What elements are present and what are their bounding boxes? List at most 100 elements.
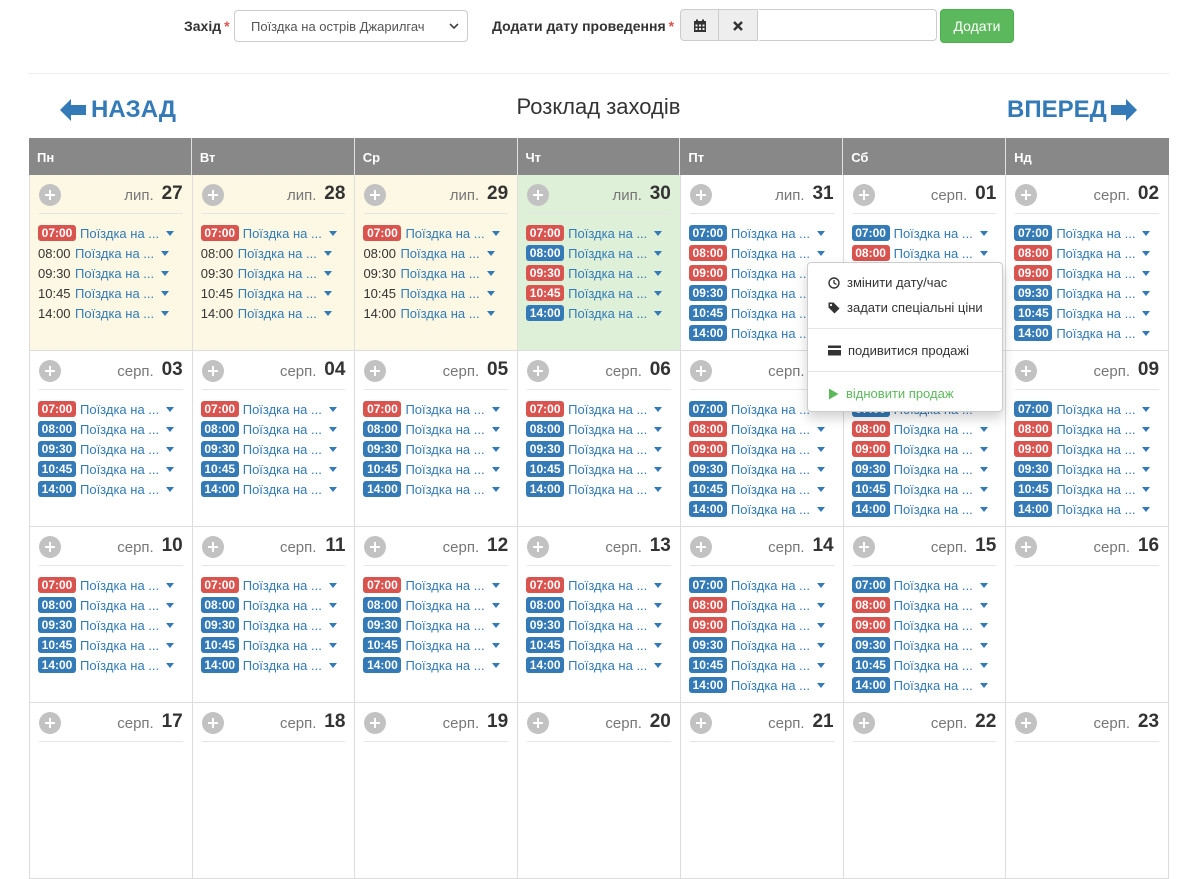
add-time-button[interactable]: [39, 536, 61, 558]
caret-down-icon[interactable]: [817, 446, 825, 452]
event-link[interactable]: Поїздка на ...: [405, 441, 485, 457]
add-time-button[interactable]: [201, 360, 224, 382]
event-link[interactable]: Поїздка на ...: [237, 285, 317, 301]
event-item[interactable]: 08:00 Поїздка на ...: [851, 243, 1006, 263]
caret-down-icon[interactable]: [979, 466, 988, 472]
event-item[interactable]: 09:30 Поїздка на ...: [363, 439, 517, 459]
add-time-button[interactable]: [1015, 360, 1038, 382]
caret-down-icon[interactable]: [491, 230, 500, 236]
add-time-button[interactable]: [364, 184, 387, 206]
caret-down-icon[interactable]: [166, 662, 175, 668]
event-item[interactable]: 14:00 Поїздка на ...: [851, 675, 1006, 695]
caret-down-icon[interactable]: [817, 582, 825, 588]
event-item[interactable]: 14:00 Поїздка на ...: [38, 303, 192, 323]
caret-down-icon[interactable]: [654, 290, 663, 296]
add-time-button[interactable]: [364, 360, 387, 382]
caret-down-icon[interactable]: [1142, 330, 1151, 336]
event-link[interactable]: Поїздка на ...: [405, 637, 485, 653]
caret-down-icon[interactable]: [166, 602, 175, 608]
event-link[interactable]: Поїздка на ...: [242, 461, 322, 477]
date-input[interactable]: [759, 9, 937, 41]
event-link[interactable]: Поїздка на ...: [405, 401, 485, 417]
caret-down-icon[interactable]: [654, 602, 663, 608]
caret-down-icon[interactable]: [328, 446, 337, 452]
event-item[interactable]: 08:00 Поїздка на ...: [526, 243, 680, 263]
event-item[interactable]: 09:30 Поїздка на ...: [851, 635, 1006, 655]
clear-date-button[interactable]: [719, 9, 758, 41]
event-item[interactable]: 14:00 Поїздка на ...: [1014, 323, 1168, 343]
caret-down-icon[interactable]: [979, 446, 988, 452]
add-time-button[interactable]: [1015, 184, 1038, 206]
event-item[interactable]: 14:00 Поїздка на ...: [688, 675, 843, 695]
event-item[interactable]: 09:30 Поїздка на ...: [38, 615, 192, 635]
event-link[interactable]: Поїздка на ...: [893, 245, 973, 261]
event-link[interactable]: Поїздка на ...: [893, 637, 973, 653]
caret-down-icon[interactable]: [817, 466, 825, 472]
event-link[interactable]: Поїздка на ...: [568, 461, 648, 477]
event-link[interactable]: Поїздка на ...: [80, 225, 160, 241]
event-item[interactable]: 10:45 Поїздка на ...: [38, 459, 192, 479]
event-item[interactable]: 14:00 Поїздка на ...: [688, 499, 843, 519]
caret-down-icon[interactable]: [166, 622, 175, 628]
event-item[interactable]: 14:00 Поїздка на ...: [363, 303, 517, 323]
event-item[interactable]: 09:30 Поїздка на ...: [363, 263, 517, 283]
event-link[interactable]: Поїздка на ...: [730, 225, 810, 241]
caret-down-icon[interactable]: [328, 622, 337, 628]
event-item[interactable]: 14:00 Поїздка на ...: [688, 323, 843, 343]
event-link[interactable]: Поїздка на ...: [568, 421, 648, 437]
event-item[interactable]: 09:30 Поїздка на ...: [688, 283, 843, 303]
event-item[interactable]: 10:45 Поїздка на ...: [688, 479, 843, 499]
event-link[interactable]: Поїздка на ...: [893, 577, 973, 593]
add-time-button[interactable]: [364, 536, 387, 558]
event-link[interactable]: Поїздка на ...: [1056, 421, 1136, 437]
caret-down-icon[interactable]: [486, 250, 495, 256]
event-link[interactable]: Поїздка на ...: [75, 245, 155, 261]
caret-down-icon[interactable]: [161, 270, 170, 276]
event-item[interactable]: 09:30 Поїздка на ...: [1014, 283, 1168, 303]
add-time-button[interactable]: [689, 536, 712, 558]
event-link[interactable]: Поїздка на ...: [730, 577, 810, 593]
add-time-button[interactable]: [201, 536, 224, 558]
event-item[interactable]: 10:45 Поїздка на ...: [1014, 303, 1168, 323]
event-item[interactable]: 08:00 Поїздка на ...: [688, 243, 843, 263]
caret-down-icon[interactable]: [817, 642, 825, 648]
caret-down-icon[interactable]: [323, 290, 332, 296]
event-item[interactable]: 14:00 Поїздка на ...: [200, 479, 355, 499]
event-item[interactable]: 14:00 Поїздка на ...: [526, 479, 680, 499]
caret-down-icon[interactable]: [817, 486, 825, 492]
caret-down-icon[interactable]: [1142, 486, 1151, 492]
event-select[interactable]: Поїздка на острів Джарилгач: [234, 10, 468, 42]
event-link[interactable]: Поїздка на ...: [1056, 225, 1136, 241]
event-item[interactable]: 09:00 Поїздка на ...: [1014, 263, 1168, 283]
event-link[interactable]: Поїздка на ...: [893, 421, 973, 437]
add-time-button[interactable]: [201, 184, 224, 206]
event-item[interactable]: 14:00 Поїздка на ...: [363, 655, 517, 675]
event-link[interactable]: Поїздка на ...: [405, 461, 485, 477]
caret-down-icon[interactable]: [491, 582, 500, 588]
caret-down-icon[interactable]: [654, 426, 663, 432]
event-link[interactable]: Поїздка на ...: [568, 285, 648, 301]
caret-down-icon[interactable]: [323, 270, 332, 276]
caret-down-icon[interactable]: [328, 602, 337, 608]
event-link[interactable]: Поїздка на ...: [400, 265, 480, 281]
caret-down-icon[interactable]: [491, 446, 500, 452]
event-link[interactable]: Поїздка на ...: [80, 637, 160, 653]
event-link[interactable]: Поїздка на ...: [1056, 461, 1136, 477]
event-link[interactable]: Поїздка на ...: [568, 617, 648, 633]
event-item[interactable]: 10:45 Поїздка на ...: [363, 459, 517, 479]
event-link[interactable]: Поїздка на ...: [730, 401, 810, 417]
event-link[interactable]: Поїздка на ...: [893, 441, 973, 457]
event-item[interactable]: 14:00 Поїздка на ...: [38, 655, 192, 675]
event-link[interactable]: Поїздка на ...: [568, 577, 648, 593]
event-link[interactable]: Поїздка на ...: [1056, 265, 1136, 281]
add-time-button[interactable]: [527, 184, 550, 206]
caret-down-icon[interactable]: [328, 466, 337, 472]
caret-down-icon[interactable]: [654, 270, 663, 276]
event-link[interactable]: Поїздка на ...: [242, 225, 322, 241]
caret-down-icon[interactable]: [1142, 506, 1151, 512]
